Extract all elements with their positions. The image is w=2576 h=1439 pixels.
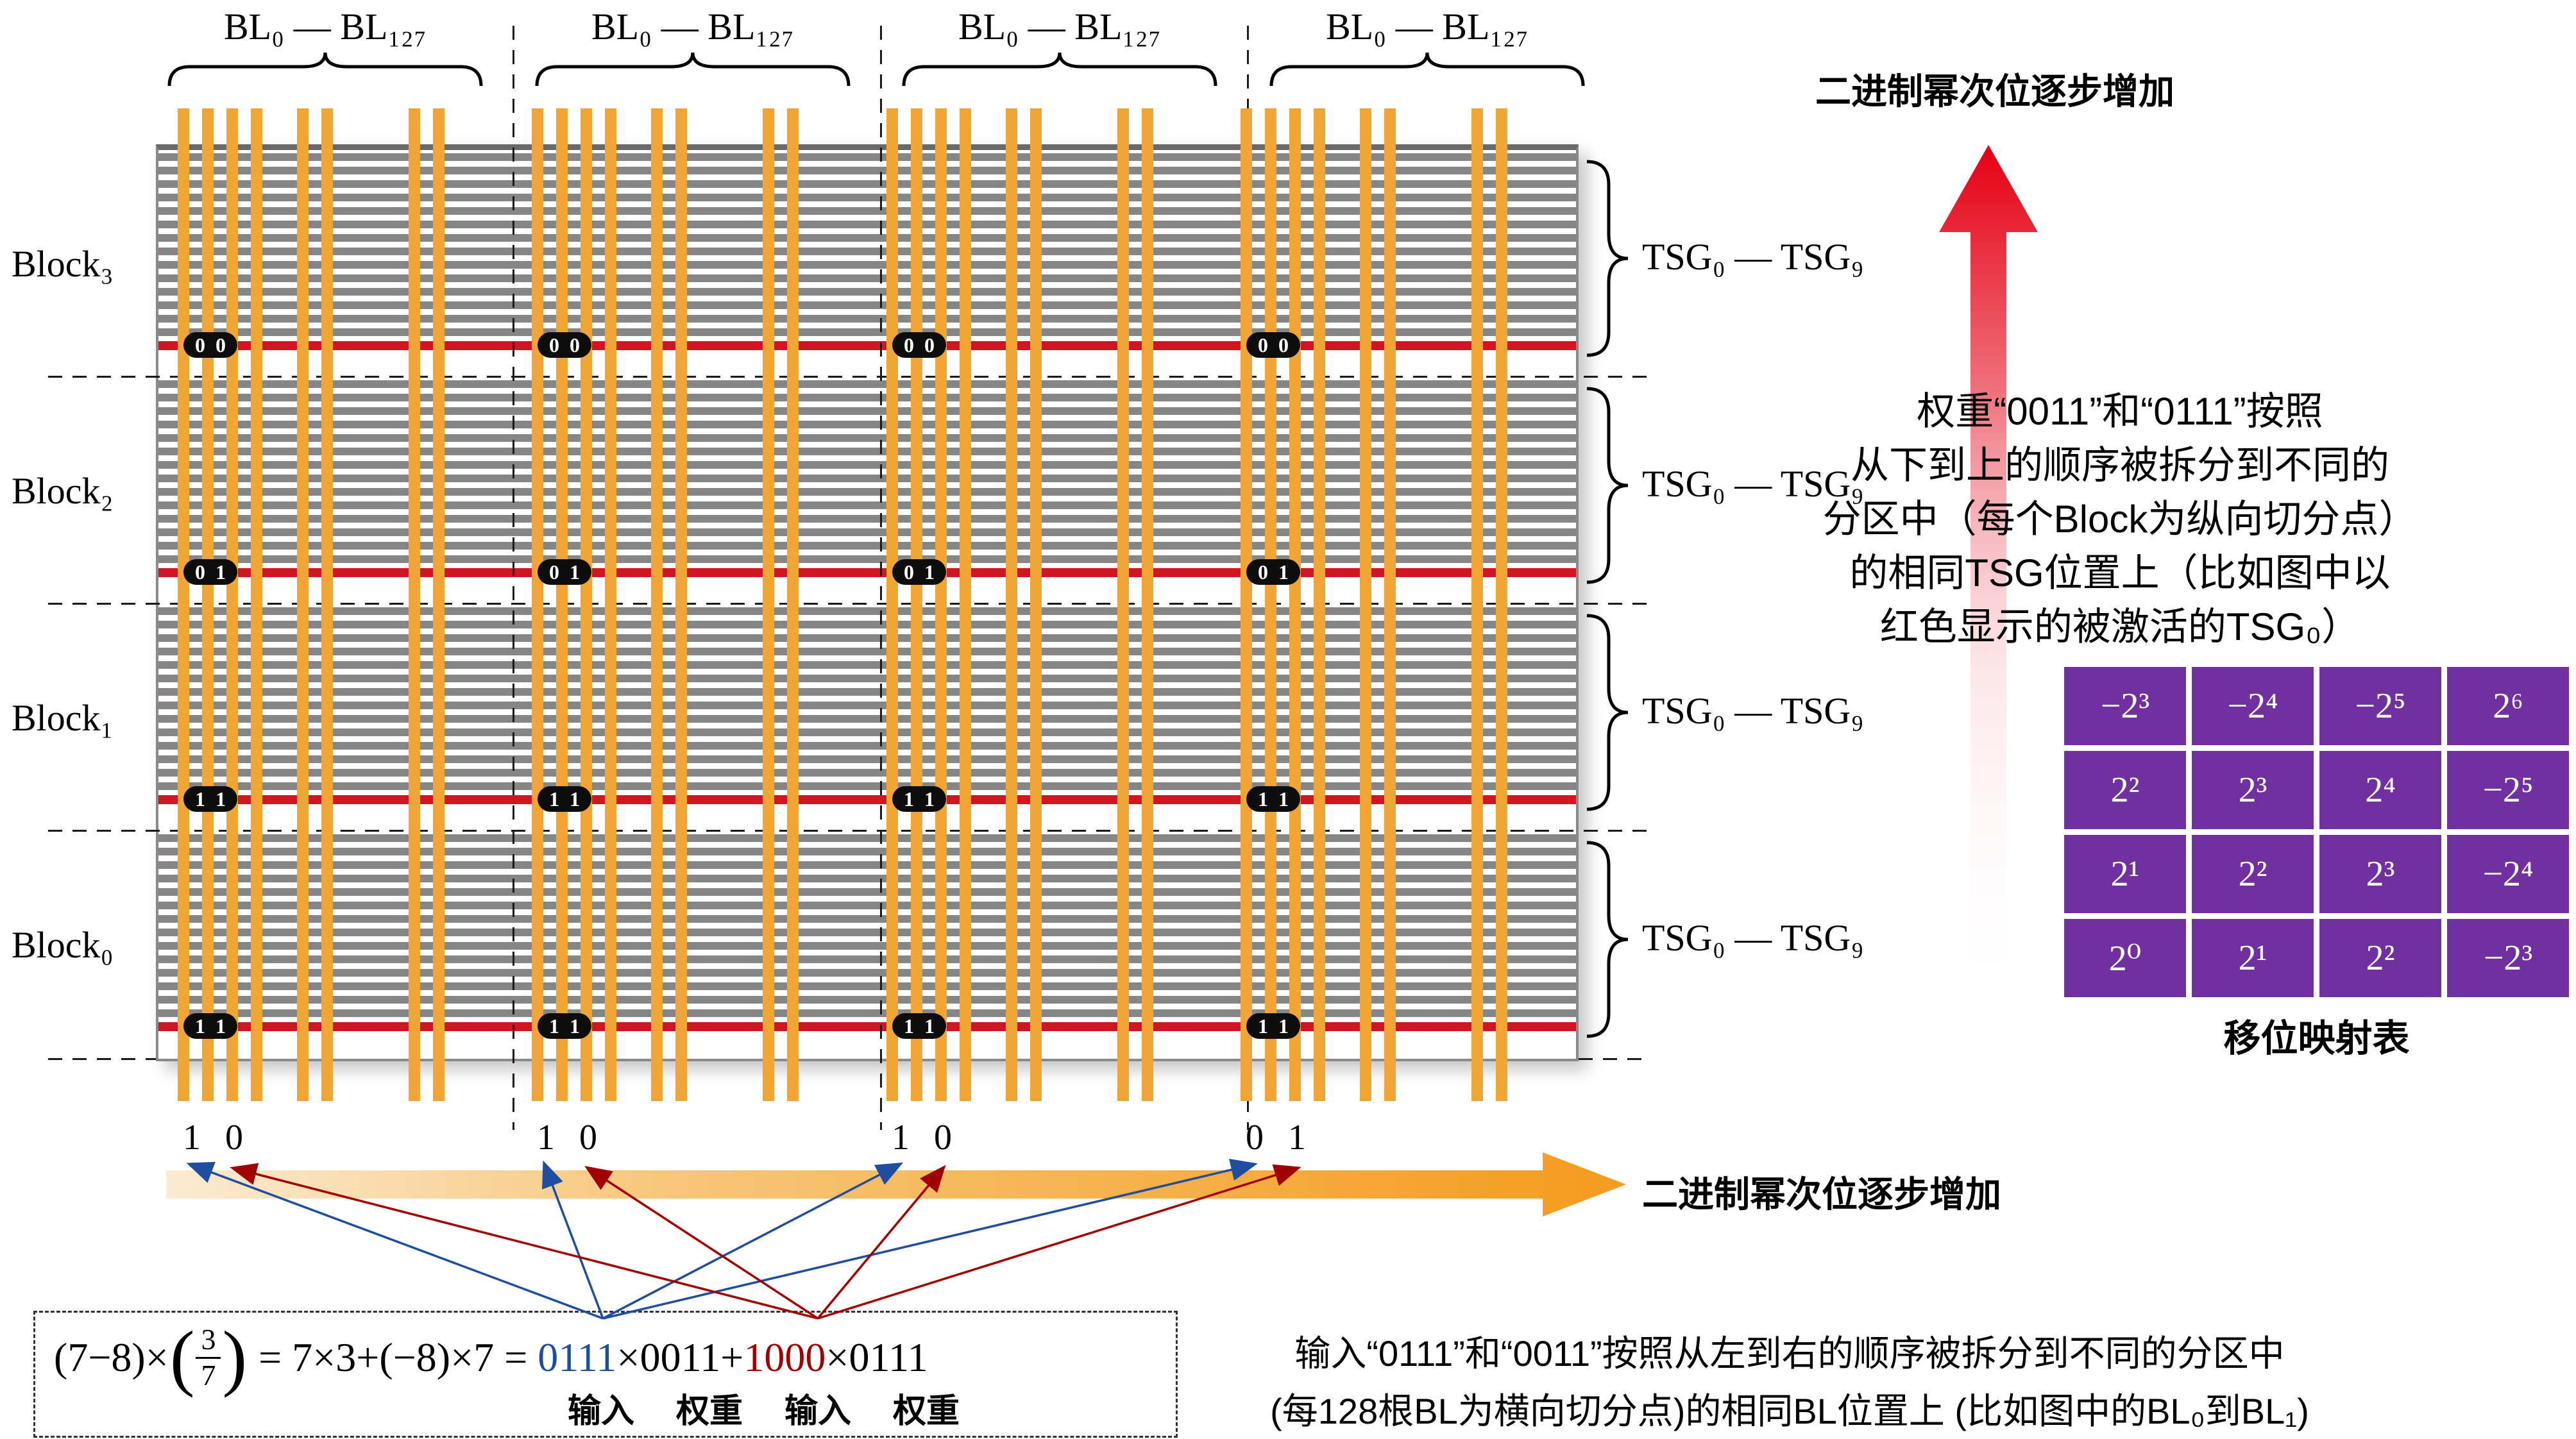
weight-bits-badge: 1 1 xyxy=(1246,1013,1300,1039)
bitline-group-2 xyxy=(867,108,1222,1101)
tsg-range-label: TSG₀ — TSG₉ xyxy=(1642,463,1864,505)
block-label-2: Block₂ xyxy=(12,470,114,512)
up-arrow-caption: 二进制幂次位逐步增加 xyxy=(1815,71,2174,112)
block-separator-horizontal xyxy=(48,1058,156,1060)
brace-right xyxy=(1586,841,1629,1038)
note-line: 从下到上的顺序被拆分到不同的 xyxy=(1851,444,2389,487)
weight-bits-badge: 0 1 xyxy=(892,559,946,585)
paren-close: ) xyxy=(222,1316,248,1399)
bl-range-label: BL₀ — BL₁₂₇ xyxy=(1325,6,1529,47)
weight-bits-badge: 0 1 xyxy=(538,559,591,585)
weight-bits-badge: 0 0 xyxy=(1246,332,1300,358)
eq-label-weight-2: 权重 xyxy=(892,1393,960,1430)
bl-range-label: BL₀ — BL₁₂₇ xyxy=(958,6,1162,47)
vector-top: 3 xyxy=(196,1323,221,1359)
table-cell: −2⁴ xyxy=(2192,667,2314,745)
note-line: 分区中（每个Block为纵向切分点） xyxy=(1822,498,2418,541)
bl-range-label: BL₀ — BL₁₂₇ xyxy=(591,6,795,47)
table-cell: 2² xyxy=(2064,751,2186,829)
weight-bits-badge: 0 0 xyxy=(183,332,237,358)
binary-power-right-arrow xyxy=(166,1152,1626,1216)
table-cell: 2⁶ xyxy=(2447,667,2569,745)
note-line: 权重“0011”和“0111”按照 xyxy=(1917,390,2323,433)
weight-bits-badge: 0 1 xyxy=(183,559,237,585)
table-cell: −2⁴ xyxy=(2447,835,2569,913)
vector-bottom: 7 xyxy=(201,1358,216,1392)
input-binary-blue: 0111 xyxy=(538,1334,617,1380)
weight-binary-1: ×0011 xyxy=(616,1334,721,1380)
weight-binary-2: ×0111 xyxy=(826,1334,928,1380)
equation-lhs: (7−8)× xyxy=(54,1334,169,1380)
table-cell: 2² xyxy=(2192,835,2314,913)
weight-bits-badge: 1 1 xyxy=(538,1013,591,1039)
input-bit-pair: 0 1 xyxy=(1246,1118,1306,1157)
bitline-group-1 xyxy=(513,108,867,1101)
weight-bits-badge: 1 1 xyxy=(892,786,946,812)
table-cell: 2⁴ xyxy=(2319,751,2441,829)
paren-open: ( xyxy=(169,1316,195,1399)
tsg-range-label: TSG₀ — TSG₉ xyxy=(1642,236,1864,278)
bitline-group-3 xyxy=(1221,108,1576,1101)
note-line: (每128根BL为横向切分点)的相同BL位置上 (比如图中的BL₀到BL₁) xyxy=(1270,1391,2309,1431)
input-bit-pair: 1 0 xyxy=(183,1118,243,1157)
brace-right xyxy=(1586,387,1629,584)
weight-vector: 3 7 xyxy=(196,1323,221,1393)
weight-bits-badge: 1 1 xyxy=(1246,786,1300,812)
brace-top xyxy=(535,52,851,87)
table-cell: 2¹ xyxy=(2192,919,2314,997)
weight-bits-badge: 1 1 xyxy=(183,786,237,812)
weight-split-note: 权重“0011”和“0111”按照 从下到上的顺序被拆分到不同的 分区中（每个B… xyxy=(1668,385,2572,654)
equation-mid: = 7×3+(−8)×7 = xyxy=(248,1334,538,1380)
plus-sign: + xyxy=(720,1334,744,1380)
note-line: 输入“0111”和“0011”按照从左到右的顺序被拆分到不同的分区中 xyxy=(1294,1333,2285,1374)
input-binary-red: 1000 xyxy=(743,1334,826,1380)
eq-label-input-2: 输入 xyxy=(784,1393,851,1430)
input-bit-pair: 1 0 xyxy=(537,1118,597,1157)
weight-bits-badge: 0 1 xyxy=(1246,559,1300,585)
note-line: 的相同TSG位置上（比如图中以 xyxy=(1849,551,2391,594)
binary-power-up-arrow xyxy=(1939,145,2038,1002)
table-cell: 2³ xyxy=(2319,835,2441,913)
bitline-group-0 xyxy=(158,108,513,1101)
right-arrow-caption: 二进制幂次位逐步增加 xyxy=(1642,1174,2001,1215)
equation: (7−8)× ( 3 7 ) = 7×3+(−8)×7 = 0111 ×0011… xyxy=(54,1316,928,1399)
brace-top xyxy=(902,52,1217,87)
block-separator-horizontal xyxy=(1579,1058,1647,1060)
brace-right xyxy=(1586,160,1629,357)
table-cell: 2¹ xyxy=(2064,835,2186,913)
table-cell: −2⁵ xyxy=(2447,751,2569,829)
weight-bits-badge: 0 0 xyxy=(538,332,591,358)
table-cell: 2² xyxy=(2319,919,2441,997)
block-label-3: Block₃ xyxy=(12,243,114,285)
block-label-1: Block₁ xyxy=(12,697,114,739)
tsg-range-label: TSG₀ — TSG₉ xyxy=(1642,690,1864,732)
input-bit-pair: 1 0 xyxy=(892,1118,952,1157)
brace-top xyxy=(1269,52,1585,87)
table-cell: 2⁰ xyxy=(2064,919,2186,997)
table-cell: −2⁵ xyxy=(2319,667,2441,745)
brace-top xyxy=(167,52,483,87)
table-cell: 2³ xyxy=(2192,751,2314,829)
weight-bits-badge: 1 1 xyxy=(892,1013,946,1039)
weight-bits-badge: 0 0 xyxy=(892,332,946,358)
weight-bits-badge: 1 1 xyxy=(183,1013,237,1039)
brace-right xyxy=(1586,614,1629,811)
table-cell: −2³ xyxy=(2064,667,2186,745)
table-cell: −2³ xyxy=(2447,919,2569,997)
shift-table-caption: 移位映射表 xyxy=(2223,1018,2410,1059)
eq-label-input-1: 输入 xyxy=(567,1393,634,1430)
input-split-note: 输入“0111”和“0011”按照从左到右的顺序被拆分到不同的分区中 (每128… xyxy=(1212,1325,2367,1439)
weight-bits-badge: 1 1 xyxy=(538,786,591,812)
tsg-range-label: TSG₀ — TSG₉ xyxy=(1642,917,1864,959)
bl-range-label: BL₀ — BL₁₂₇ xyxy=(223,6,427,47)
shift-mapping-table: −2³ −2⁴ −2⁵ 2⁶ 2² 2³ 2⁴ −2⁵ 2¹ 2² 2³ −2⁴… xyxy=(2064,667,2569,997)
note-line: 红色显示的被激活的TSG₀） xyxy=(1879,605,2360,648)
block-label-0: Block₀ xyxy=(12,924,114,966)
eq-label-weight-1: 权重 xyxy=(675,1393,743,1430)
